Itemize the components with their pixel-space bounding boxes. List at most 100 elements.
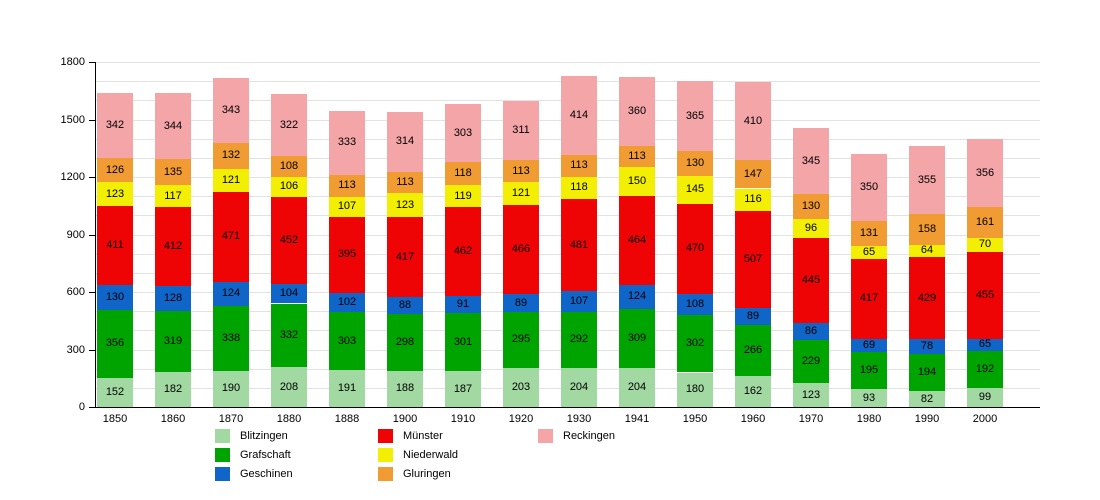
bar-segment-gluringen: 108 — [271, 155, 307, 177]
bar-segment-grafschaft: 195 — [851, 351, 887, 390]
bar-segment-niederwald: 117 — [155, 185, 191, 208]
bar-value-label: 410 — [743, 114, 763, 127]
bar-value-label: 130 — [685, 157, 705, 170]
bar-value-label: 356 — [105, 337, 125, 350]
bar-segment-blitzingen: 93 — [851, 389, 887, 407]
bar-value-label: 343 — [221, 103, 241, 116]
bar-value-label: 126 — [105, 163, 125, 176]
bar-segment-blitzingen: 208 — [271, 367, 307, 407]
legend-swatch-niederwald — [378, 448, 393, 462]
bar-segment-gluringen: 135 — [155, 159, 191, 186]
bar-segment-geschinen: 78 — [909, 339, 945, 355]
bar-value-label: 113 — [338, 179, 356, 192]
bar-value-label: 188 — [395, 382, 415, 395]
legend-label: Blitzingen — [240, 430, 288, 442]
bar-segment-reckingen: 356 — [967, 139, 1003, 208]
bar-segment-mnster: 464 — [619, 195, 655, 285]
bar-segment-gluringen: 131 — [851, 221, 887, 247]
bar-segment-niederwald: 70 — [967, 238, 1003, 252]
bar-value-label: 89 — [746, 309, 760, 322]
bar-value-label: 190 — [221, 382, 241, 395]
y-tick-mark — [89, 62, 95, 63]
legend-label: Reckingen — [563, 430, 615, 442]
bar-value-label: 350 — [859, 181, 879, 194]
y-tick-mark — [89, 235, 95, 236]
legend-label: Gluringen — [403, 468, 451, 480]
bar-value-label: 466 — [511, 243, 531, 256]
bar-value-label: 309 — [627, 331, 647, 344]
bar-segment-mnster: 429 — [909, 256, 945, 340]
bar-value-label: 333 — [337, 136, 357, 149]
bar-segment-reckingen: 311 — [503, 100, 539, 161]
bar-segment-gluringen: 158 — [909, 214, 945, 245]
bar-value-label: 123 — [105, 187, 125, 200]
bar-value-label: 204 — [569, 380, 589, 393]
bar-value-label: 113 — [570, 159, 588, 172]
x-axis-tick-label: 1941 — [624, 413, 650, 425]
bar-value-label: 158 — [917, 223, 937, 236]
bar-segment-reckingen: 410 — [735, 81, 771, 161]
legend-swatch-grafschaft — [215, 448, 230, 462]
bar-value-label: 132 — [221, 149, 241, 162]
bar-segment-grafschaft: 319 — [155, 310, 191, 373]
bar-segment-mnster: 507 — [735, 210, 771, 308]
x-axis-tick-label: 1888 — [334, 413, 360, 425]
bar-segment-niederwald: 119 — [445, 184, 481, 208]
bar-value-label: 266 — [743, 343, 763, 356]
bar-segment-niederwald: 116 — [735, 188, 771, 211]
y-axis-tick-label: 1500 — [60, 114, 85, 126]
bar-segment-grafschaft: 298 — [387, 313, 423, 371]
bar-value-label: 124 — [221, 287, 241, 300]
bar-segment-reckingen: 314 — [387, 111, 423, 172]
bar-value-label: 311 — [512, 124, 530, 136]
bar-value-label: 102 — [337, 296, 357, 309]
legend-swatch-gluringen — [378, 467, 393, 481]
bar-value-label: 121 — [511, 187, 531, 200]
bar-value-label: 445 — [801, 273, 821, 286]
bar-value-label: 108 — [685, 297, 705, 310]
bar-value-label: 360 — [627, 104, 647, 117]
y-axis-line — [95, 62, 96, 408]
bar-value-label: 471 — [221, 230, 241, 243]
bar-value-label: 107 — [569, 295, 589, 308]
x-axis-tick-label: 1930 — [566, 413, 592, 425]
legend-swatch-mnster — [378, 429, 393, 443]
bar-segment-niederwald: 123 — [97, 182, 133, 206]
y-axis-tick-label: 300 — [66, 344, 85, 356]
bar-value-label: 191 — [337, 382, 357, 395]
bar-segment-geschinen: 86 — [793, 323, 829, 340]
bar-segment-mnster: 411 — [97, 205, 133, 285]
bar-segment-niederwald: 121 — [213, 168, 249, 192]
bar-value-label: 65 — [978, 338, 992, 351]
bar-segment-geschinen: 108 — [677, 293, 713, 315]
x-axis-tick-label: 1870 — [218, 413, 244, 425]
bar-value-label: 130 — [105, 290, 125, 303]
bar-segment-gluringen: 161 — [967, 207, 1003, 239]
bar-segment-gluringen: 118 — [445, 162, 481, 185]
bar-value-label: 86 — [804, 324, 818, 337]
y-axis-tick-label: 1200 — [60, 171, 85, 183]
bar-segment-blitzingen: 188 — [387, 370, 423, 407]
bar-value-label: 182 — [163, 383, 183, 396]
bar-segment-niederwald: 96 — [793, 219, 829, 238]
bar-value-label: 195 — [859, 363, 879, 376]
bar-value-label: 123 — [801, 388, 821, 401]
bar-value-label: 64 — [920, 244, 934, 257]
bar-value-label: 162 — [743, 384, 763, 397]
bar-value-label: 116 — [744, 193, 762, 206]
bar-value-label: 108 — [279, 159, 299, 172]
bar-value-label: 150 — [627, 175, 647, 188]
bar-segment-reckingen: 345 — [793, 128, 829, 195]
bar-value-label: 96 — [804, 222, 818, 235]
bar-value-label: 417 — [859, 292, 879, 305]
bar-value-label: 229 — [801, 354, 821, 367]
bar-segment-blitzingen: 203 — [503, 368, 539, 407]
bar-segment-mnster: 445 — [793, 237, 829, 324]
x-axis-tick-label: 1880 — [276, 413, 302, 425]
bar-value-label: 107 — [337, 200, 357, 213]
bar-segment-reckingen: 344 — [155, 93, 191, 160]
bar-value-label: 464 — [627, 233, 647, 246]
bar-segment-mnster: 462 — [445, 207, 481, 297]
legend-swatch-geschinen — [215, 467, 230, 481]
bar-segment-grafschaft: 194 — [909, 354, 945, 392]
